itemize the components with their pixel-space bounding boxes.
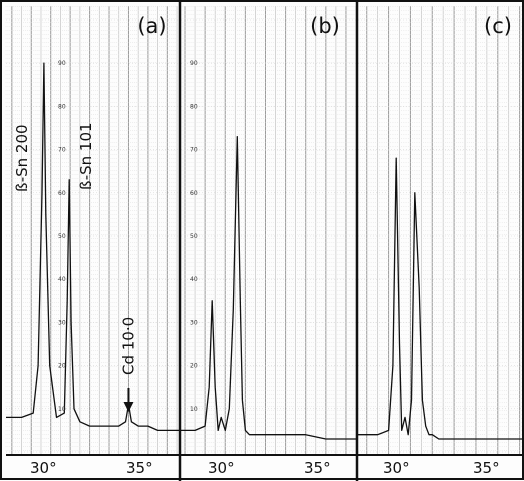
x-tick-label: 35°: [304, 459, 331, 477]
y-scale-label: 90: [58, 60, 66, 67]
y-scale-label: 30: [190, 319, 198, 326]
y-scale-label: 70: [58, 147, 66, 154]
diffraction-trace: [6, 62, 179, 432]
peak-annotation: ß-Sn 101: [77, 122, 95, 190]
y-scale-label: 30: [58, 319, 66, 326]
y-scale-label: 60: [58, 190, 66, 197]
y-scale-label: 10: [190, 406, 198, 413]
peak-annotation: ß-Sn 200: [13, 124, 31, 192]
x-tick-label: 30°: [383, 459, 410, 477]
panel-label: (c): [484, 14, 512, 38]
peak-annotation: Cd 10·0: [119, 317, 137, 375]
panel-label: (b): [310, 14, 340, 38]
chart-traces: [6, 62, 524, 440]
x-tick-label: 35°: [473, 459, 500, 477]
y-scale-label: 50: [58, 233, 66, 240]
annotation-arrow-head: [123, 402, 134, 412]
x-tick-label: 35°: [126, 459, 153, 477]
y-scale-label: 40: [190, 276, 198, 283]
diffraction-trace: [181, 135, 356, 440]
y-scale-label: 70: [190, 147, 198, 154]
panel-label: (a): [137, 14, 166, 38]
y-scale-label: 60: [190, 190, 198, 197]
y-scale-label: 80: [58, 103, 66, 110]
y-scale-label: 20: [190, 363, 198, 370]
y-scale-label: 40: [58, 276, 66, 283]
x-tick-label: 30°: [30, 459, 57, 477]
y-scale-label: 10: [58, 406, 66, 413]
y-scale-label: 50: [190, 233, 198, 240]
chart-text: 10 20 30 40 50 60 70 80 90 (a) 30° 35° ß-Sn 200 ß-Sn …: [13, 14, 512, 477]
x-tick-label: 30°: [208, 459, 235, 477]
y-scale-label: 20: [58, 363, 66, 370]
y-scale-label: 80: [190, 103, 198, 110]
chart-grid: [5, 6, 524, 454]
diffraction-trace: [358, 157, 524, 440]
y-scale-label: 90: [190, 60, 198, 67]
